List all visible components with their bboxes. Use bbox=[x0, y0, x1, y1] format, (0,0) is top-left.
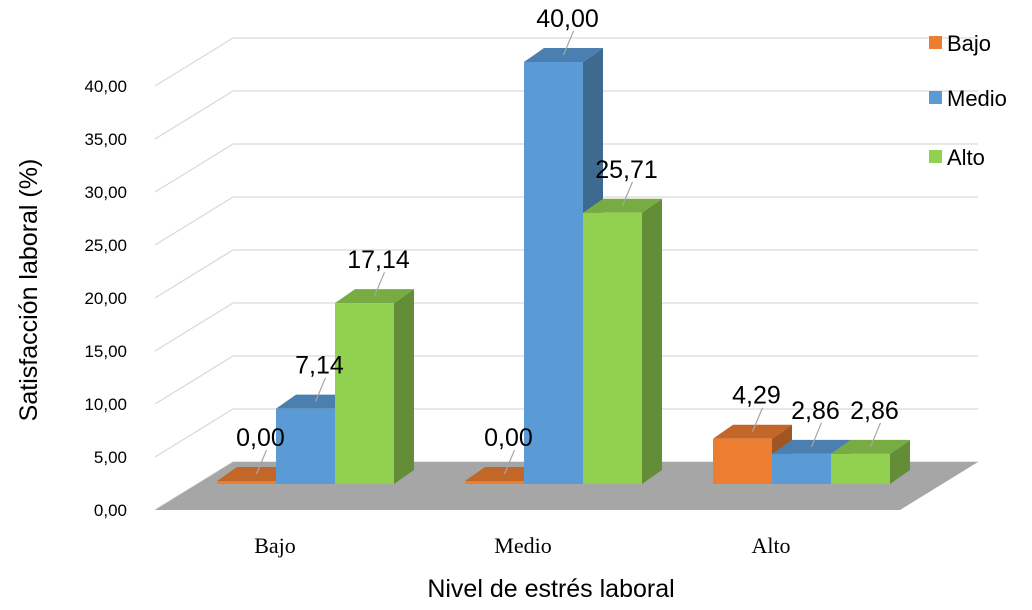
bar-front bbox=[831, 453, 890, 484]
y-tick-label: 25,00 bbox=[84, 236, 127, 255]
data-label-leader bbox=[373, 271, 386, 297]
data-label-leader bbox=[314, 377, 327, 402]
data-label-leader bbox=[869, 422, 882, 448]
legend: Bajo Medio Alto bbox=[929, 31, 1007, 170]
y-tick-label: 35,00 bbox=[84, 130, 127, 149]
data-label-leader bbox=[255, 449, 268, 475]
data-label: 40,00 bbox=[536, 5, 599, 33]
gridline-side bbox=[154, 302, 234, 352]
gridline-side bbox=[154, 37, 234, 87]
data-label: 0,00 bbox=[484, 424, 533, 452]
gridline-side bbox=[154, 90, 234, 140]
y-tick-label: 20,00 bbox=[84, 289, 127, 308]
bar-front bbox=[772, 453, 831, 484]
x-tick-label: Medio bbox=[494, 533, 551, 558]
legend-swatch bbox=[929, 36, 942, 49]
x-tick-label: Alto bbox=[751, 533, 790, 558]
data-label-leader bbox=[751, 407, 764, 432]
bar-front bbox=[276, 408, 335, 484]
legend-swatch bbox=[929, 150, 942, 163]
gridline-side bbox=[154, 249, 234, 299]
gridline-side bbox=[154, 355, 234, 405]
y-tick-label: 30,00 bbox=[84, 183, 127, 202]
data-label-leader bbox=[621, 181, 634, 206]
bars bbox=[217, 48, 910, 484]
x-tick-label: Bajo bbox=[254, 533, 296, 558]
legend-label: Alto bbox=[947, 145, 985, 170]
data-label: 2,86 bbox=[791, 397, 840, 425]
data-label-leader bbox=[562, 30, 575, 56]
legend-item: Bajo bbox=[929, 31, 991, 56]
data-label: 7,14 bbox=[295, 352, 344, 380]
data-label-leader bbox=[503, 449, 516, 475]
bar bbox=[583, 198, 662, 484]
data-labels: 0,00 7,14 17,14 0,00 40,00 25,71 4,29 2,86 2,86 bbox=[236, 5, 899, 475]
bar-front bbox=[335, 303, 394, 484]
y-axis-ticks: 0,00 5,00 10,00 15,00 20,00 25,00 30,00 35,00 40… bbox=[84, 77, 127, 520]
x-axis-title: Nivel de estrés laboral bbox=[427, 575, 674, 603]
y-tick-label: 0,00 bbox=[94, 501, 127, 520]
data-label: 17,14 bbox=[347, 246, 410, 274]
bar-side bbox=[890, 439, 910, 484]
legend-label: Medio bbox=[947, 86, 1007, 111]
bar-front bbox=[713, 438, 772, 484]
bar-front bbox=[524, 62, 583, 484]
gridline-side bbox=[154, 143, 234, 193]
gridline-side bbox=[154, 408, 234, 458]
y-tick-label: 5,00 bbox=[94, 448, 127, 467]
y-tick-label: 15,00 bbox=[84, 342, 127, 361]
bar-front bbox=[583, 212, 642, 484]
x-axis-categories: Bajo Medio Alto bbox=[254, 533, 790, 558]
data-label-leader bbox=[810, 422, 823, 448]
data-label: 2,86 bbox=[850, 397, 899, 425]
bar-side bbox=[394, 289, 414, 484]
data-label: 25,71 bbox=[595, 156, 658, 184]
data-label: 4,29 bbox=[732, 382, 781, 410]
legend-item: Medio bbox=[929, 86, 1007, 111]
y-axis-title: Satisfacción laboral (%) bbox=[15, 159, 43, 422]
legend-swatch bbox=[929, 91, 942, 104]
data-label: 0,00 bbox=[236, 424, 285, 452]
y-tick-label: 10,00 bbox=[84, 395, 127, 414]
legend-item: Alto bbox=[929, 145, 985, 170]
y-tick-label: 40,00 bbox=[84, 77, 127, 96]
bar-front bbox=[465, 481, 524, 484]
legend-label: Bajo bbox=[947, 31, 991, 56]
bar-front bbox=[217, 481, 276, 484]
bar-side bbox=[642, 198, 662, 484]
gridline-side bbox=[154, 196, 234, 246]
bar bbox=[335, 289, 414, 484]
